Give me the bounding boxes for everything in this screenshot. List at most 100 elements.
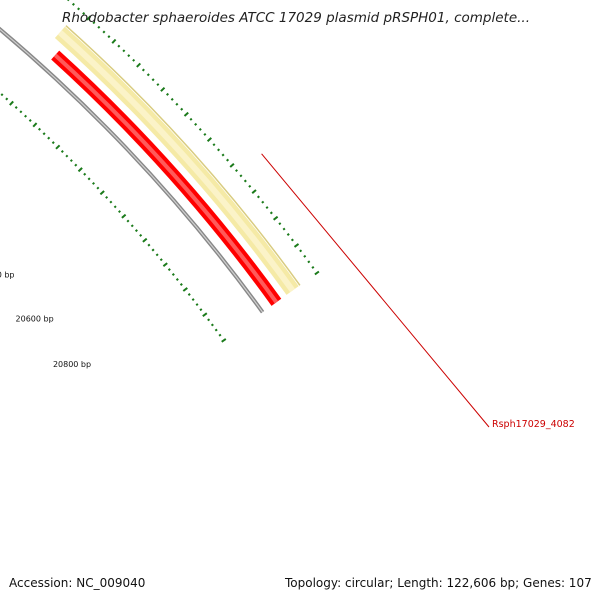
inner-tick xyxy=(171,273,175,276)
outer-tick xyxy=(198,127,202,131)
inner-tick xyxy=(191,298,195,301)
outer-tick xyxy=(239,174,243,178)
inner-tick xyxy=(182,287,188,292)
outer-tick xyxy=(282,227,286,231)
outer-tick xyxy=(269,211,273,215)
outer-tick xyxy=(92,21,96,25)
outer-tick xyxy=(82,11,86,15)
inner-tick xyxy=(109,200,113,204)
inner-tick xyxy=(19,110,23,114)
outer-tick xyxy=(156,83,160,87)
inner-tick xyxy=(167,268,171,272)
inner-tick xyxy=(207,318,211,322)
outer-tick xyxy=(194,122,198,126)
inner-tick xyxy=(87,177,91,181)
outer-tick xyxy=(206,137,212,142)
gene-red-highlight xyxy=(53,53,279,304)
inner-tick xyxy=(14,106,18,109)
inner-tick xyxy=(202,312,208,318)
inner-tick xyxy=(113,205,117,209)
inner-tick xyxy=(65,154,69,158)
map-summary: Topology: circular; Length: 122,606 bp; … xyxy=(284,576,592,590)
outer-tick xyxy=(314,270,320,276)
outer-tick xyxy=(293,243,300,248)
outer-tick xyxy=(217,148,221,152)
outer-tick xyxy=(160,86,166,92)
outer-tick xyxy=(261,200,265,204)
inner-tick-ring xyxy=(0,93,227,343)
inner-tick xyxy=(199,308,203,312)
inner-tick xyxy=(147,243,151,247)
outer-tick xyxy=(229,162,235,168)
outer-tick xyxy=(189,117,193,121)
outer-tick-ring xyxy=(66,0,320,276)
outer-tick xyxy=(212,143,216,147)
inner-tick xyxy=(69,159,73,163)
inner-tick xyxy=(32,122,38,128)
inner-tick xyxy=(83,172,87,176)
outer-tick xyxy=(141,68,145,72)
inner-tick xyxy=(55,144,61,150)
outer-tick xyxy=(136,62,142,68)
outer-tick xyxy=(311,265,315,269)
inner-tick xyxy=(134,229,138,233)
inner-tick xyxy=(60,150,64,153)
inner-tick xyxy=(221,338,227,343)
feature-annotations: Rsph17029_4082 xyxy=(261,153,575,430)
inner-tick xyxy=(130,224,134,228)
outer-tick xyxy=(303,254,307,258)
inner-tick xyxy=(121,213,127,219)
outer-tick xyxy=(226,158,230,162)
footer-backdrop xyxy=(0,576,600,600)
outer-tick xyxy=(66,0,70,2)
inner-tick xyxy=(118,210,121,214)
inner-tick xyxy=(42,132,46,136)
outer-tick xyxy=(122,49,126,53)
inner-tick xyxy=(92,181,95,185)
outer-tick xyxy=(71,2,75,6)
outer-tick xyxy=(151,78,155,82)
gene-label-leader xyxy=(261,153,490,428)
inner-tick xyxy=(151,248,155,252)
outer-tick xyxy=(97,25,101,29)
cds-yellow-edge xyxy=(65,25,301,286)
outer-tick xyxy=(235,169,238,173)
inner-tick xyxy=(214,328,218,332)
gene-label: Rsph17029_4082 xyxy=(492,419,575,430)
inner-tick xyxy=(28,119,32,122)
inner-tick xyxy=(0,93,4,97)
inner-tick xyxy=(162,262,168,267)
outer-tick xyxy=(278,222,282,226)
feature-track xyxy=(51,25,301,306)
outer-tick xyxy=(175,102,179,106)
map-title: Rhodobacter sphaeroides ATCC 17029 plasm… xyxy=(62,10,530,26)
inner-tick xyxy=(155,253,159,257)
inner-tick xyxy=(210,323,214,327)
ruler-label: 20400 bp xyxy=(0,271,15,280)
inner-tick xyxy=(9,100,14,106)
backbone-highlight xyxy=(0,28,264,313)
inner-tick xyxy=(24,114,28,118)
outer-tick xyxy=(107,35,111,39)
ruler-label: 20800 bp xyxy=(53,360,91,369)
inner-tick xyxy=(96,186,100,190)
outer-tick xyxy=(183,111,189,117)
outer-tick xyxy=(117,44,121,48)
outer-tick xyxy=(77,7,81,11)
ruler-labels: 19200 b19400 bp19600 bp19800 bp20000 bp2… xyxy=(0,271,91,369)
outer-tick xyxy=(243,179,247,183)
outer-tick xyxy=(102,30,106,34)
inner-tick xyxy=(142,237,148,243)
inner-tick xyxy=(139,233,143,237)
outer-tick xyxy=(203,132,207,136)
outer-tick xyxy=(165,92,170,96)
outer-tick xyxy=(286,233,290,236)
cds-yellow-highlight xyxy=(57,30,296,293)
outer-tick xyxy=(299,249,303,253)
inner-tick xyxy=(37,127,42,131)
inner-tick xyxy=(159,258,163,262)
inner-tick xyxy=(99,190,105,196)
inner-tick xyxy=(195,303,199,306)
